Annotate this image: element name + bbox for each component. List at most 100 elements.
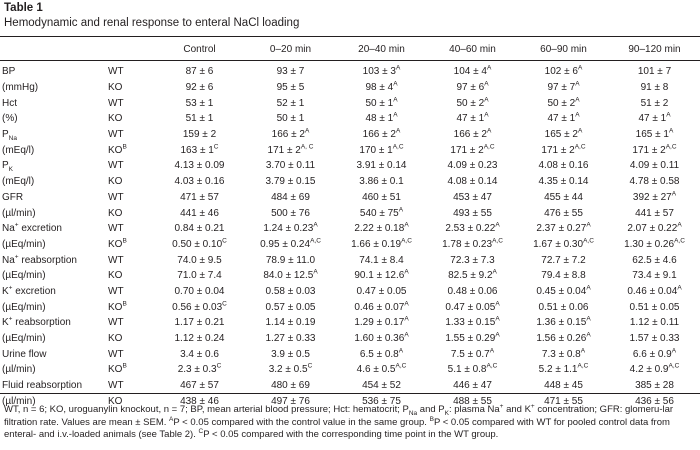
table-cell: 50 ± 1A — [365, 96, 398, 109]
table-cell: 0.84 ± 0.21 — [174, 223, 225, 235]
row-variable-label: BP — [2, 66, 16, 78]
table-cell: 392 ± 27A — [632, 190, 677, 203]
table-row: Fluid reabsorption WT 467 ± 57 480 ± 69 454 … — [0, 378, 700, 394]
table-cell: 0.47 ± 0.05A — [445, 300, 500, 313]
table-cell: 48 ± 1A — [365, 112, 398, 125]
table-cell: 4.08 ± 0.16 — [538, 160, 589, 172]
row-group-label: WT — [108, 254, 124, 266]
table-cell: 4.13 ± 0.09 — [174, 160, 225, 172]
table-row: (µl/min) KOB 2.3 ± 0.3C 3.2 ± 0.5C 4.6 ± 0.5… — [0, 362, 700, 378]
table-cell: 3.4 ± 0.6 — [180, 348, 219, 360]
table-cell: 454 ± 52 — [362, 380, 401, 392]
table-cell: 455 ± 44 — [544, 191, 583, 203]
table-row: (µl/min) KO 438 ± 46 497 ± 76 536 ± 75 488 ± … — [0, 393, 700, 409]
header-60-90: 60–90 min — [540, 43, 587, 55]
row-variable-label: (mEq/l) — [2, 144, 35, 156]
footnote-text: concentration; GFR: glomeru-lar filtrati… — [4, 404, 674, 428]
table-cell: 47 ± 1A — [638, 112, 671, 125]
table-row: BP WT 87 ± 6 93 ± 7 103 ± 3A 104 ± 4A 102 ± 6A… — [0, 64, 700, 80]
header-20-40: 20–40 min — [358, 43, 405, 55]
table-footnote: WT, n = 6; KO, uroguanylin knockout, n =… — [4, 403, 696, 442]
table-cell: 47 ± 1A — [456, 112, 489, 125]
table-cell: 1.57 ± 0.33 — [629, 333, 680, 345]
table-cell: 3.86 ± 0.1 — [359, 176, 404, 188]
table-cell: 51 ± 1 — [185, 113, 214, 125]
table-cell: 47 ± 1A — [547, 112, 580, 125]
footnote-sup: C — [198, 427, 204, 435]
table-cell: 6.6 ± 0.9A — [632, 347, 677, 360]
table-cell: 480 ± 69 — [271, 380, 310, 392]
table-cell: 1.33 ± 0.15A — [445, 316, 500, 329]
row-group-label: KOB — [108, 237, 127, 250]
table-cell: 453 ± 47 — [453, 191, 492, 203]
row-group-label: WT — [108, 380, 124, 392]
table-cell: 1.36 ± 0.15A — [536, 316, 591, 329]
table-cell: 438 ± 46 — [180, 395, 219, 407]
row-variable-label: (µl/min) — [2, 395, 36, 407]
table-cell: 0.51 ± 0.06 — [538, 301, 589, 313]
table-row: (mmHg) KO 92 ± 6 95 ± 5 98 ± 4A 97 ± 6A 97 ± 7… — [0, 80, 700, 96]
row-variable-label: (µl/min) — [2, 207, 36, 219]
table-cell: 170 ± 1A,C — [359, 143, 404, 156]
table-cell: 0.57 ± 0.05 — [265, 301, 316, 313]
table-row: PK WT 4.13 ± 0.09 3.70 ± 0.11 3.91 ± 0.14 4.0… — [0, 158, 700, 174]
table-cell: 4.6 ± 0.5A,C — [356, 363, 407, 376]
table-row: (µEq/min) KO 71.0 ± 7.4 84.0 ± 12.5A 90.1 ± … — [0, 268, 700, 284]
table-cell: 4.78 ± 0.58 — [629, 176, 680, 188]
table-row: K+ reabsorption WT 1.17 ± 0.21 1.14 ± 0.19 1… — [0, 315, 700, 331]
table-row: Urine flow WT 3.4 ± 0.6 3.9 ± 0.5 6.5 ± 0.8A… — [0, 346, 700, 362]
row-variable-label: (µEq/min) — [2, 238, 46, 250]
table-cell: 171 ± 2A,C — [450, 143, 495, 156]
table-cell: 5.1 ± 0.8A,C — [447, 363, 498, 376]
table-cell: 78.9 ± 11.0 — [265, 254, 316, 266]
table-cell: 50 ± 2A — [456, 96, 489, 109]
table-cell: 1.67 ± 0.30A,C — [533, 237, 594, 250]
footnote-text: P < 0.05 compared with the control value… — [173, 416, 430, 428]
row-variable-label: GFR — [2, 191, 24, 203]
table-cell: 497 ± 76 — [271, 395, 310, 407]
table-cell: 163 ± 1C — [180, 143, 219, 156]
row-variable-label: Na+ excretion — [2, 221, 62, 235]
table-cell: 1.30 ± 0.26A,C — [624, 237, 685, 250]
table-cell: 488 ± 55 — [453, 395, 492, 407]
table-row: Na+ excretion WT 0.84 ± 0.21 1.24 ± 0.23A 2.… — [0, 221, 700, 237]
row-variable-label: (mmHg) — [2, 82, 39, 94]
row-group-label: WT — [108, 223, 124, 235]
header-rule — [0, 60, 700, 61]
data-table: Control 0–20 min 20–40 min 40–60 min 60–… — [0, 40, 700, 409]
header-row: Control 0–20 min 20–40 min 40–60 min 60–… — [0, 40, 700, 58]
table-cell: 1.14 ± 0.19 — [265, 317, 316, 329]
table-cell: 3.2 ± 0.5C — [268, 363, 313, 376]
table-cell: 476 ± 55 — [544, 207, 583, 219]
footnote-text: : plasma Na — [448, 404, 500, 415]
table-cell: 166 ± 2A — [453, 127, 492, 141]
table-cell: 50 ± 1 — [276, 113, 305, 125]
table-cell: 97 ± 6A — [456, 80, 489, 94]
table-cell: 0.47 ± 0.05 — [356, 285, 407, 297]
table-cell: 104 ± 4A — [453, 65, 492, 78]
table-cell: 6.5 ± 0.8A — [359, 347, 404, 360]
table-cell: 0.95 ± 0.24A,C — [260, 237, 321, 250]
table-cell: 166 ± 2A — [362, 127, 401, 141]
row-group-label: KO — [108, 176, 123, 188]
table-cell: 91 ± 8 — [640, 82, 669, 94]
footnote-text: WT, n = 6; KO, uroguanylin knockout, n =… — [4, 404, 409, 415]
table-row: (µEq/min) KOB 0.56 ± 0.03C 0.57 ± 0.05 0.46 … — [0, 299, 700, 315]
table-cell: 72.7 ± 7.2 — [541, 254, 586, 266]
table-cell: 0.51 ± 0.05 — [629, 301, 680, 313]
table-cell: 93 ± 7 — [276, 66, 305, 78]
table-cell: 3.70 ± 0.11 — [265, 160, 316, 172]
table-cell: 2.07 ± 0.22A — [627, 221, 682, 235]
table-row: (mEq/l) KO 4.03 ± 0.16 3.79 ± 0.15 3.86 ± 0.… — [0, 174, 700, 190]
bottom-rule — [0, 393, 700, 394]
table-row: PNa WT 159 ± 2 166 ± 2A 166 ± 2A 166 ± 2A 165 … — [0, 127, 700, 143]
table-cell: 484 ± 69 — [271, 191, 310, 203]
table-cell: 536 ± 75 — [362, 395, 401, 407]
row-variable-label: PK — [2, 160, 14, 174]
header-0-20: 0–20 min — [269, 43, 312, 55]
table-cell: 1.56 ± 0.26A — [536, 331, 591, 345]
header-control: Control — [183, 43, 216, 55]
table-cell: 0.48 ± 0.06 — [447, 285, 498, 297]
table-cell: 4.08 ± 0.14 — [447, 176, 498, 188]
table-cell: 385 ± 28 — [635, 380, 674, 392]
